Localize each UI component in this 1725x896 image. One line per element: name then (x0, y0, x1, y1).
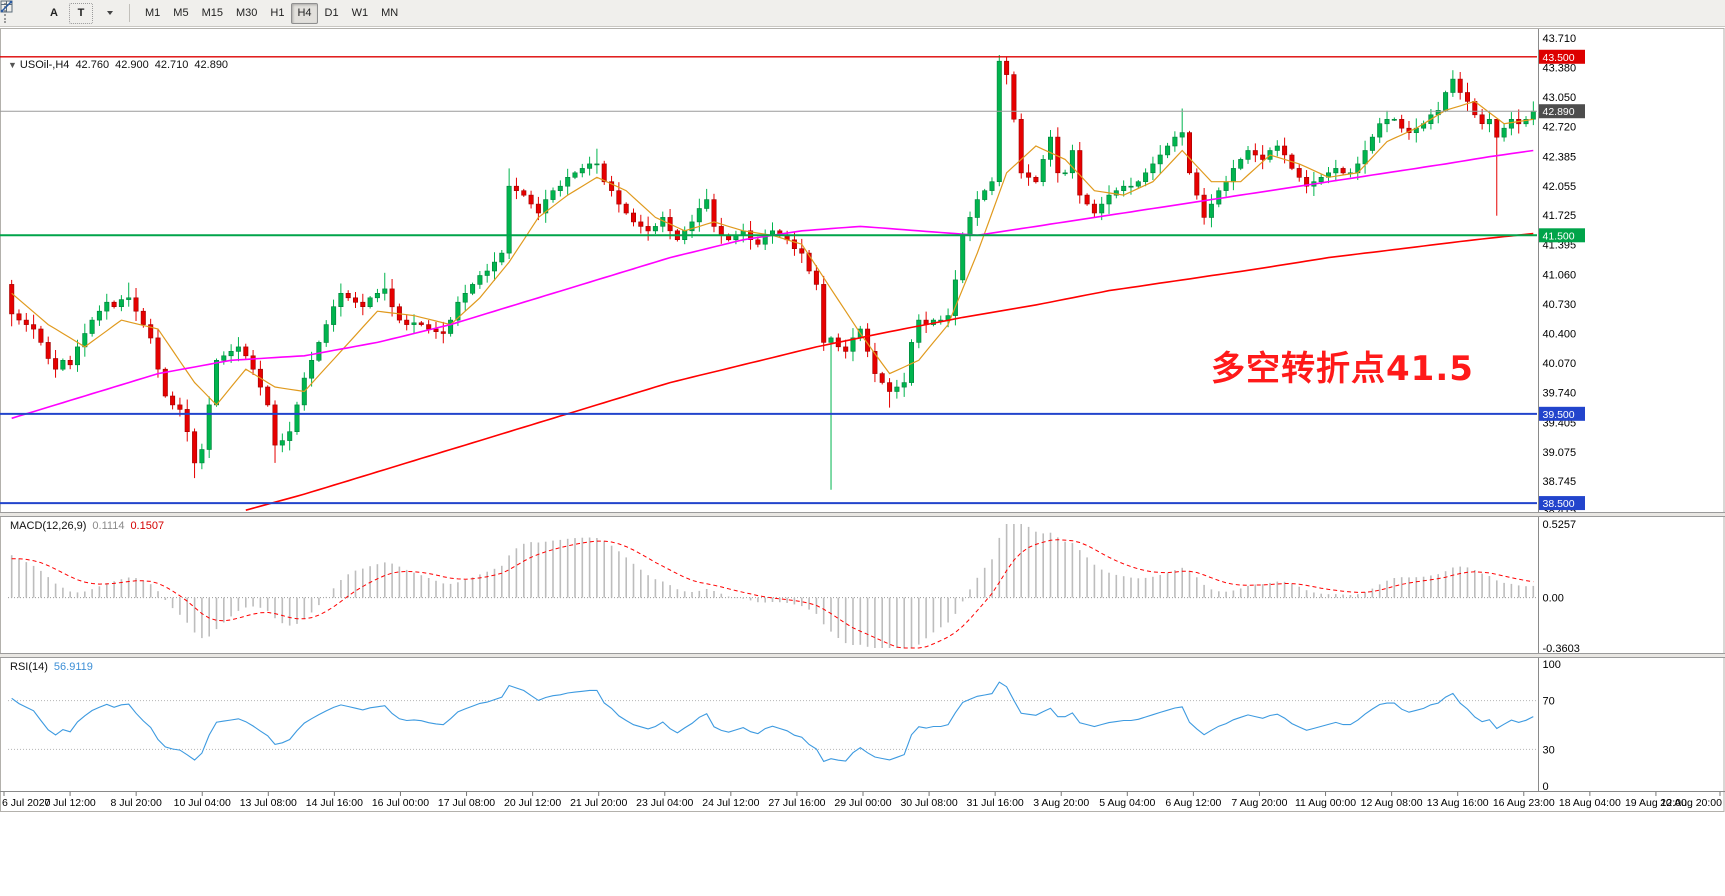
svg-text:5 Aug 04:00: 5 Aug 04:00 (1099, 797, 1155, 809)
svg-text:21 Jul 20:00: 21 Jul 20:00 (570, 797, 627, 809)
macd-signal-value: 0.1507 (130, 520, 165, 532)
rsi-value: 56.9119 (53, 661, 93, 673)
chart-canvas[interactable]: 43.710 43.380 43.050 42.720 42.385 42.055 41.7… (0, 27, 1725, 896)
svg-text:41.060: 41.060 (1543, 270, 1577, 282)
toolbar-separator (129, 4, 130, 22)
timeframe-button-m1[interactable]: M1 (145, 7, 161, 19)
svg-text:42.720: 42.720 (1543, 121, 1577, 133)
timeframe-button-h4[interactable]: H4 (291, 2, 318, 24)
svg-text:12 Aug 08:00: 12 Aug 08:00 (1361, 797, 1423, 809)
draw-tool-button[interactable] (0, 0, 120, 24)
slow-ma-line (245, 232, 1534, 511)
svg-text:40.400: 40.400 (1543, 328, 1577, 340)
svg-text:43.050: 43.050 (1543, 92, 1577, 104)
symbol-dropdown-caret[interactable]: ▼ (8, 60, 17, 70)
svg-text:10 Jul 04:00: 10 Jul 04:00 (174, 797, 231, 809)
toolbar-drag-handle[interactable] (4, 3, 9, 23)
text-tool-button[interactable]: T (69, 2, 93, 24)
svg-text:40.730: 40.730 (1543, 299, 1577, 311)
svg-text:6 Aug 12:00: 6 Aug 12:00 (1165, 797, 1221, 809)
bar-close-value: 42.890 (194, 59, 229, 71)
macd-name: MACD(12,26,9) (10, 520, 87, 532)
svg-text:31 Jul 16:00: 31 Jul 16:00 (967, 797, 1024, 809)
svg-text:42.890: 42.890 (1543, 106, 1575, 118)
panel-splitter[interactable] (0, 512, 1725, 517)
bar-open-value: 42.760 (75, 59, 110, 71)
panel-splitter[interactable] (0, 653, 1725, 658)
svg-text:0.00: 0.00 (1543, 593, 1564, 605)
bar-low-value: 42.710 (154, 59, 189, 71)
svg-text:20 Jul 12:00: 20 Jul 12:00 (504, 797, 561, 809)
cursor-tool-button[interactable]: A (50, 7, 58, 19)
rsi-indicator-label: RSI(14) 56.9119 (10, 661, 93, 673)
timeframe-button-m15[interactable]: M15 (201, 7, 223, 19)
svg-text:3 Aug 20:00: 3 Aug 20:00 (1033, 797, 1089, 809)
svg-text:39.740: 39.740 (1543, 387, 1577, 399)
macd-signal-line (11, 539, 1534, 649)
svg-text:38.500: 38.500 (1543, 498, 1575, 510)
svg-text:41.725: 41.725 (1543, 210, 1577, 222)
rsi-line (11, 681, 1534, 763)
svg-text:0: 0 (1543, 781, 1549, 793)
svg-text:43.710: 43.710 (1543, 33, 1577, 45)
timeframe-button-m30[interactable]: M30 (235, 7, 258, 19)
bar-high-value: 42.900 (115, 59, 149, 71)
svg-text:8 Jul 20:00: 8 Jul 20:00 (110, 797, 162, 809)
svg-text:23 Jul 04:00: 23 Jul 04:00 (636, 797, 693, 809)
svg-text:20 Aug 20:00: 20 Aug 20:00 (1660, 797, 1722, 809)
timeframe-button-mn[interactable]: MN (381, 7, 399, 19)
svg-text:100: 100 (1543, 659, 1561, 671)
svg-text:6 Jul 2020: 6 Jul 2020 (2, 797, 51, 809)
svg-text:41.395: 41.395 (1543, 240, 1577, 252)
svg-text:27 Jul 16:00: 27 Jul 16:00 (768, 797, 825, 809)
svg-text:29 Jul 00:00: 29 Jul 00:00 (834, 797, 891, 809)
svg-text:70: 70 (1543, 696, 1555, 708)
svg-text:42.055: 42.055 (1543, 181, 1577, 193)
svg-text:-0.3603: -0.3603 (1543, 643, 1580, 655)
timeframe-button-h1[interactable]: H1 (270, 7, 285, 19)
timeframe-button-d1[interactable]: D1 (324, 7, 339, 19)
svg-text:43.500: 43.500 (1543, 52, 1575, 64)
macd-main-value: 0.1114 (92, 520, 125, 532)
svg-text:11 Aug 00:00: 11 Aug 00:00 (1295, 797, 1356, 809)
svg-text:16 Aug 23:00: 16 Aug 23:00 (1493, 797, 1555, 809)
svg-text:24 Jul 12:00: 24 Jul 12:00 (702, 797, 759, 809)
chevron-down-icon (106, 11, 113, 15)
svg-text:17 Jul 08:00: 17 Jul 08:00 (438, 797, 495, 809)
svg-text:14 Jul 16:00: 14 Jul 16:00 (306, 797, 363, 809)
price-axis[interactable]: 43.710 43.380 43.050 42.720 42.385 42.055 41.7… (1543, 33, 1577, 518)
chart-window: 43.710 43.380 43.050 42.720 42.385 42.055 41.7… (0, 27, 1725, 896)
svg-text:38.745: 38.745 (1543, 476, 1577, 488)
chart-annotation-text[interactable]: 多空转折点41.5 (1211, 349, 1474, 389)
svg-text:19 Aug 12:00: 19 Aug 12:00 (1625, 797, 1687, 809)
chart-title: ▼ USOil-,H4 42.760 42.900 42.710 42.890 (8, 59, 228, 71)
macd-indicator-label: MACD(12,26,9) 0.1114 0.1507 (10, 520, 164, 532)
rsi-name: RSI(14) (10, 661, 48, 673)
svg-text:16 Jul 00:00: 16 Jul 00:00 (372, 797, 429, 809)
svg-text:43.380: 43.380 (1543, 62, 1577, 74)
timeframe-button-m5[interactable]: M5 (173, 7, 189, 19)
toolbar: A T M1 M5 M15 M30 H1 H4 D1 W1 MN (0, 0, 1725, 27)
svg-text:13 Jul 08:00: 13 Jul 08:00 (240, 797, 297, 809)
svg-text:18 Aug 04:00: 18 Aug 04:00 (1559, 797, 1621, 809)
timeframe-button-w1[interactable]: W1 (351, 7, 369, 19)
macd-histogram (10, 524, 1535, 648)
svg-text:0.5257: 0.5257 (1543, 519, 1577, 531)
svg-text:42.385: 42.385 (1543, 151, 1577, 163)
svg-text:39.075: 39.075 (1543, 447, 1577, 459)
svg-text:30 Jul 08:00: 30 Jul 08:00 (900, 797, 957, 809)
svg-text:39.500: 39.500 (1543, 409, 1575, 421)
svg-text:30: 30 (1543, 744, 1555, 756)
charts-grid-button[interactable] (0, 0, 39, 24)
trendline-icon (0, 0, 13, 13)
timeframe-group: M1 M5 M15 M30 H1 H4 D1 W1 MN (139, 2, 404, 24)
symbol-period-label: USOil-,H4 (19, 59, 70, 71)
svg-text:40.070: 40.070 (1543, 358, 1577, 370)
svg-text:7 Jul 12:00: 7 Jul 12:00 (44, 797, 96, 809)
svg-text:13 Aug 16:00: 13 Aug 16:00 (1427, 797, 1489, 809)
svg-text:7 Aug 20:00: 7 Aug 20:00 (1231, 797, 1287, 809)
svg-text:41.500: 41.500 (1543, 230, 1575, 242)
